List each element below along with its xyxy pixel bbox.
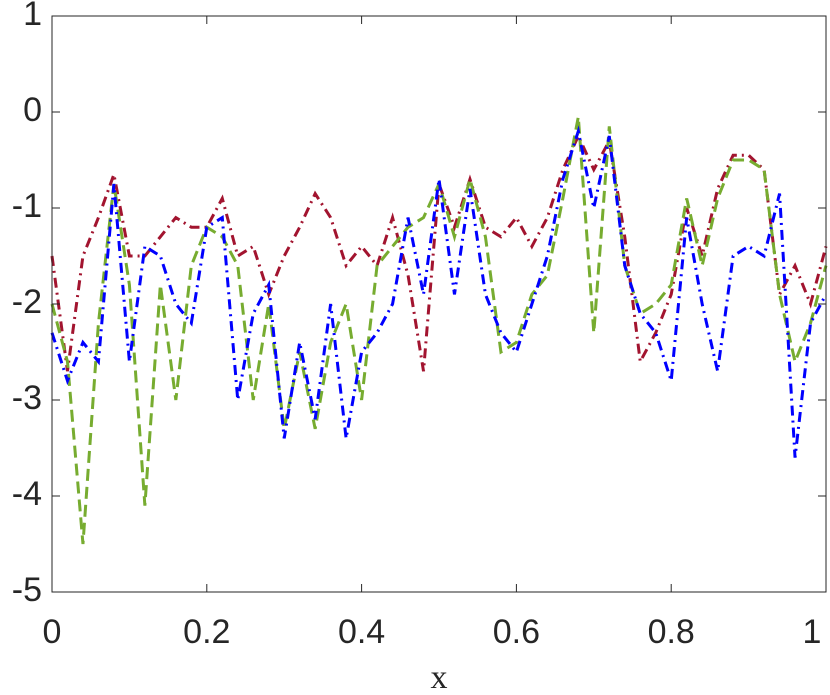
y-tick-label: -5 (12, 571, 42, 609)
y-tick-label: 0 (23, 91, 42, 129)
axes-box (51, 15, 827, 593)
x-axis-label: x (431, 659, 448, 695)
x-tick-label: 0.8 (648, 613, 695, 651)
line-series (50, 125, 828, 458)
y-tick-label: -4 (12, 475, 42, 513)
x-tick-label: 0.4 (338, 613, 385, 651)
y-tick-label: -1 (12, 187, 42, 225)
y-tick-label: -2 (12, 283, 42, 321)
x-tick-label: 1 (803, 613, 822, 651)
x-tick-label: 0.2 (183, 613, 230, 651)
line-series (50, 132, 828, 372)
y-tick-label: 1 (23, 0, 42, 33)
x-tick-label: 0.6 (493, 613, 540, 651)
x-tick-label: 0 (43, 613, 62, 651)
y-tick-label: -3 (12, 379, 42, 417)
